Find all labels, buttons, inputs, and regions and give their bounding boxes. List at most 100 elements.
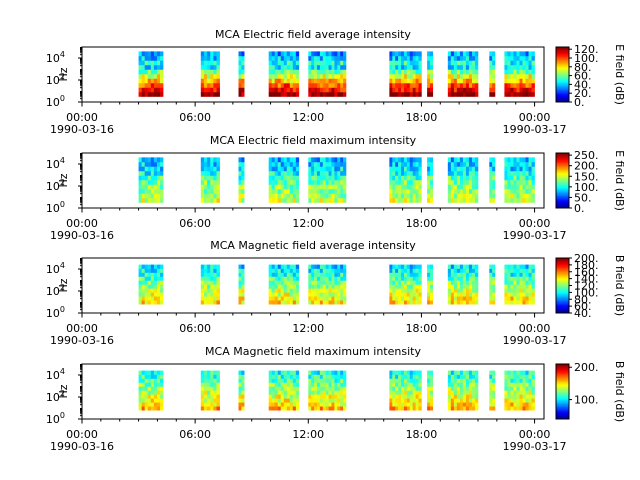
colorbar-band xyxy=(556,271,569,274)
colorbar: 100.200. B field (dB) xyxy=(555,361,626,422)
spectrogram-cell xyxy=(395,382,399,387)
spectrogram-cell xyxy=(295,390,300,395)
spectrogram-cell xyxy=(283,394,288,399)
spectrogram-cell xyxy=(409,55,413,61)
spectrogram-cell xyxy=(325,292,329,297)
spectrogram-cell xyxy=(447,197,452,203)
spectrogram-cell xyxy=(277,170,282,176)
spectrogram-cell xyxy=(519,179,523,185)
spectrogram-cell xyxy=(200,193,205,199)
spectrogram-cell xyxy=(427,394,431,399)
spectrogram-cell xyxy=(525,87,529,93)
spectrogram-cell xyxy=(141,78,145,84)
spectrogram-cell xyxy=(200,161,205,167)
spectrogram-cell xyxy=(319,374,324,379)
spectrogram-cell xyxy=(144,175,149,181)
spectrogram-cell xyxy=(200,197,205,203)
spectrogram-cell xyxy=(328,73,332,79)
colorbar-band xyxy=(556,370,569,373)
spectrogram-cell xyxy=(343,370,347,375)
colorbar-label: E field (dB) xyxy=(613,150,626,211)
spectrogram-cell xyxy=(528,398,532,403)
spectrogram-cell xyxy=(334,292,338,297)
spectrogram-cell xyxy=(308,82,312,88)
spectrogram-cell xyxy=(471,288,476,293)
spectrogram-cell xyxy=(528,374,532,379)
spectrogram-cell xyxy=(415,374,419,379)
spectrogram-cell xyxy=(516,188,520,194)
spectrogram-cell xyxy=(409,402,413,407)
spectrogram-cell xyxy=(210,276,214,281)
spectrogram-cell xyxy=(429,378,434,383)
colorbar-band xyxy=(556,96,569,99)
spectrogram-cell xyxy=(337,197,341,203)
spectrogram-cell xyxy=(216,374,220,379)
spectrogram-cell xyxy=(295,78,300,84)
spectrogram-cell xyxy=(160,390,164,395)
spectrogram-cell xyxy=(160,264,164,269)
spectrogram-cell xyxy=(141,390,145,395)
spectrogram-cell xyxy=(507,170,511,176)
spectrogram-cell xyxy=(325,276,329,281)
spectrogram-cell xyxy=(401,175,405,181)
spectrogram-cell xyxy=(316,398,321,403)
spectrogram-cell xyxy=(207,386,211,391)
spectrogram-cell xyxy=(398,73,402,79)
spectrogram-cell xyxy=(453,382,458,387)
spectrogram-cell xyxy=(295,82,300,88)
spectrogram-cell xyxy=(525,161,529,167)
spectrogram-cell xyxy=(311,378,315,383)
spectrogram-cell xyxy=(513,87,517,93)
colorbar-band xyxy=(556,307,569,310)
spectrogram-cell xyxy=(238,398,242,403)
spectrogram-cell xyxy=(522,288,526,293)
spectrogram-cell xyxy=(271,272,276,277)
spectrogram-cell xyxy=(474,184,479,190)
colorbar-band xyxy=(556,403,569,406)
x-tick-label: 06:00 xyxy=(179,111,211,124)
colorbar-band xyxy=(556,158,569,161)
spectrogram-cell xyxy=(340,175,344,181)
spectrogram-cell xyxy=(447,406,452,411)
spectrogram-cell xyxy=(528,60,532,66)
spectrogram-cell xyxy=(322,184,326,190)
spectrogram-cell xyxy=(450,394,455,399)
spectrogram-cell xyxy=(314,91,318,97)
spectrogram-cell xyxy=(429,87,434,93)
spectrogram-cell xyxy=(462,386,467,391)
spectrogram-cell xyxy=(510,370,514,375)
spectrogram-cell xyxy=(241,390,245,395)
spectrogram-cell xyxy=(325,264,329,269)
spectrogram-cell xyxy=(274,60,279,66)
spectrogram-cell xyxy=(337,73,341,79)
spectrogram-cell xyxy=(213,390,217,395)
spectrogram-cell xyxy=(283,188,288,194)
spectrogram-cell xyxy=(450,292,455,297)
spectrogram-cell xyxy=(268,268,273,273)
spectrogram-cell xyxy=(412,197,416,203)
spectrogram-cell xyxy=(207,264,211,269)
colorbar-band xyxy=(556,81,569,84)
spectrogram-cell xyxy=(343,51,347,57)
spectrogram-cell xyxy=(216,179,220,185)
spectrogram-cell xyxy=(406,378,411,383)
x-date-label: 1990-03-16 xyxy=(50,334,114,347)
spectrogram-cell xyxy=(210,406,214,411)
spectrogram-cell xyxy=(489,73,493,79)
spectrogram-cell xyxy=(507,272,511,277)
spectrogram-cell xyxy=(334,197,338,203)
colorbar-band xyxy=(556,162,569,165)
spectrogram-cell xyxy=(471,175,476,181)
spectrogram-cell xyxy=(268,170,273,176)
spectrogram-cell xyxy=(389,264,393,269)
spectrogram-cell xyxy=(412,390,416,395)
spectrogram-cell xyxy=(141,82,145,88)
spectrogram-cell xyxy=(456,78,461,84)
spectrogram-cell xyxy=(328,69,332,75)
spectrogram-cell xyxy=(241,272,245,277)
spectrogram-cell xyxy=(289,55,294,61)
spectrogram-cell xyxy=(268,386,273,391)
spectrogram-cell xyxy=(314,188,318,194)
colorbar-band xyxy=(556,173,569,176)
spectrogram-cell xyxy=(295,292,300,297)
